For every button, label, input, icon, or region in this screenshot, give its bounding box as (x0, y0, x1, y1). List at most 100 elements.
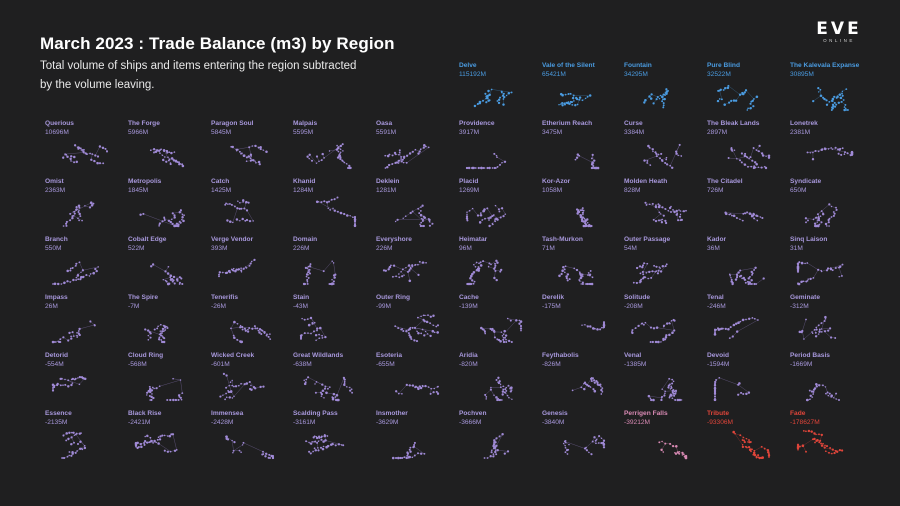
solar-system-dot (257, 160, 261, 164)
solar-system-dot (232, 452, 234, 454)
solar-system-dot (163, 337, 166, 339)
solar-system-dot (402, 161, 405, 164)
solar-system-dot (588, 274, 591, 277)
solar-system-dot (261, 329, 264, 332)
solar-system-dot (431, 329, 435, 333)
solar-system-dot (675, 152, 678, 155)
solar-system-dot (68, 431, 71, 434)
solar-system-dot (63, 281, 66, 285)
solar-system-dot (490, 386, 492, 389)
solar-system-dot (835, 208, 838, 211)
solar-system-dot (240, 340, 243, 343)
solar-system-dot (765, 155, 767, 157)
solar-system-dot (169, 220, 172, 224)
solar-system-dot (169, 398, 172, 402)
solar-system-dot (667, 386, 669, 388)
solar-system-dot (387, 163, 391, 167)
solar-system-dot (71, 377, 75, 381)
solar-system-dot (580, 276, 583, 279)
solar-system-dot (236, 338, 239, 341)
solar-system-dot (53, 282, 57, 286)
solar-system-dot (71, 382, 74, 384)
solar-system-dot (813, 222, 817, 225)
region-star-map (395, 383, 440, 395)
star-gate-link (397, 218, 429, 221)
solar-system-dot (565, 441, 567, 444)
solar-system-dot (727, 327, 730, 331)
solar-system-dot (493, 152, 496, 155)
solar-system-dot (481, 219, 484, 221)
solar-system-dot (502, 340, 506, 344)
region-star-map (575, 207, 593, 228)
solar-system-dot (796, 443, 800, 446)
region-name: Pure Blind (707, 62, 740, 69)
solar-system-dot (518, 322, 521, 325)
region-star-map (483, 433, 510, 459)
solar-system-dot (670, 385, 673, 388)
solar-system-dot (402, 329, 405, 333)
solar-system-dot (582, 224, 586, 228)
solar-system-dot (65, 224, 68, 227)
solar-system-dot (320, 395, 323, 398)
solar-system-dot (564, 446, 567, 449)
region-pochven: Pochven -3666M (459, 410, 539, 468)
solar-system-dot (680, 399, 683, 401)
region-name: Branch (45, 236, 68, 243)
solar-system-dot (254, 327, 257, 330)
solar-system-dot (405, 266, 407, 269)
solar-system-dot (594, 327, 596, 330)
solar-system-dot (323, 387, 327, 390)
solar-system-dot (309, 452, 312, 455)
solar-system-dot (319, 326, 322, 330)
solar-system-dot (718, 98, 721, 100)
solar-system-dot (403, 155, 406, 158)
region-name: Black Rise (128, 410, 162, 417)
solar-system-dot (824, 386, 827, 388)
star-gate-link (586, 441, 593, 448)
solar-system-dot (335, 148, 339, 151)
solar-system-dot (228, 202, 231, 205)
solar-system-dot (161, 332, 163, 334)
solar-system-dot (225, 386, 228, 389)
solar-system-dot (62, 434, 65, 437)
solar-system-dot (64, 383, 67, 386)
solar-system-dot (809, 394, 812, 397)
solar-system-dot (814, 331, 817, 334)
solar-system-dot (323, 397, 325, 399)
region-name: Cloud Ring (128, 352, 164, 359)
solar-system-dot (250, 159, 253, 162)
solar-system-dot (76, 208, 78, 211)
solar-system-dot (495, 154, 498, 157)
solar-system-dot (318, 160, 320, 163)
star-gate-link (496, 156, 506, 163)
solar-system-dot (677, 219, 680, 222)
solar-system-dot (561, 101, 564, 105)
solar-system-dot (428, 220, 431, 223)
solar-system-dot (502, 215, 505, 218)
solar-system-dot (324, 335, 327, 339)
region-value: 726M (707, 187, 724, 194)
solar-system-dot (232, 267, 235, 270)
solar-system-dot (304, 266, 308, 270)
solar-system-dot (415, 340, 419, 343)
solar-system-dot (391, 456, 395, 460)
solar-system-dot (175, 449, 178, 451)
solar-system-dot (52, 387, 54, 390)
solar-system-dot (567, 101, 570, 103)
solar-system-dot (77, 211, 80, 213)
solar-system-dot (837, 101, 841, 105)
star-gate-link (750, 147, 754, 158)
solar-system-dot (742, 212, 745, 215)
solar-system-dot (426, 333, 429, 335)
solar-system-dot (405, 161, 408, 164)
solar-system-dot (667, 210, 670, 212)
solar-system-dot (490, 88, 493, 91)
solar-system-dot (841, 263, 844, 266)
solar-system-dot (502, 333, 505, 335)
solar-system-dot (72, 278, 75, 282)
solar-system-dot (234, 385, 238, 388)
region-star-map (218, 258, 256, 278)
solar-system-dot (651, 270, 654, 273)
solar-system-dot (233, 205, 236, 208)
solar-system-dot (732, 323, 736, 327)
